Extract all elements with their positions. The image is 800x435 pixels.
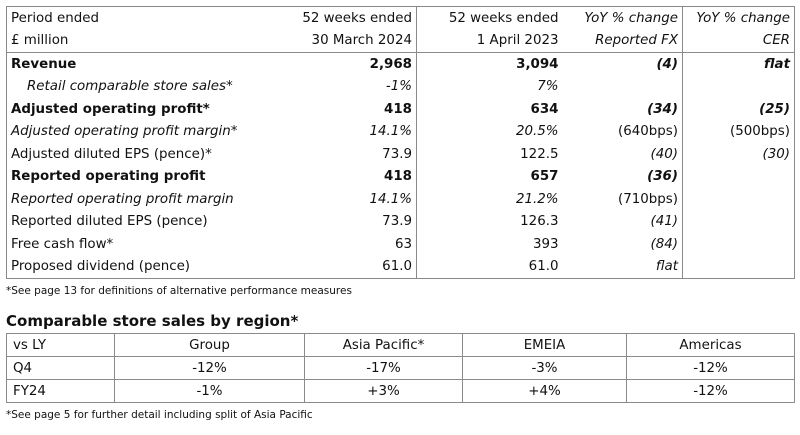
- header-period: Period ended: [6, 6, 269, 30]
- row-retail-comparable: Retail comparable store sales* -1% 7%: [6, 75, 795, 99]
- value-fy24: 2,968: [268, 52, 417, 76]
- value-reported: (640bps): [618, 124, 678, 140]
- value-cer: (25): [682, 98, 795, 121]
- value-fy23: 126.3: [520, 214, 559, 230]
- row-adjusted-op-profit: Adjusted operating profit* 418 634 (34) …: [6, 98, 795, 121]
- value-emeia: +4%: [462, 379, 627, 403]
- value-fy24: 63: [268, 233, 417, 256]
- value-reported: [563, 76, 683, 99]
- region-row-q4: Q4 -12% -17% -3% -12%: [6, 356, 795, 380]
- value-fy23: 21.2%: [515, 191, 559, 207]
- value-reported: (84): [650, 236, 679, 252]
- value-asia-pacific: -17%: [304, 356, 463, 380]
- value-cer: [682, 75, 795, 98]
- value-group: -12%: [114, 356, 305, 380]
- row-revenue: Revenue 2,968 3,094 (4) flat: [6, 52, 795, 76]
- performance-table: Period ended 52 weeks ended 52 weeks end…: [6, 6, 795, 279]
- value-fy24: 14.1%: [268, 188, 417, 211]
- row-reported-op-margin: Reported operating profit margin 14.1% 2…: [6, 188, 795, 211]
- value-reported: (4): [656, 56, 678, 72]
- region-header-row: vs LY Group Asia Pacific* EMEIA Americas: [6, 333, 795, 357]
- header-reported-fx: Reported FX: [562, 29, 683, 53]
- row-label: Q4: [6, 356, 115, 380]
- value-reported: (34): [647, 101, 678, 117]
- value-fy24: 14.1%: [268, 120, 417, 143]
- value-asia-pacific: +3%: [304, 379, 463, 403]
- header-row-2: £ million 30 March 2024 1 April 2023 Rep…: [6, 29, 795, 53]
- value-fy24: -1%: [268, 75, 417, 98]
- row-adjusted-op-margin: Adjusted operating profit margin* 14.1% …: [6, 120, 795, 143]
- value-fy23: 20.5%: [515, 124, 559, 140]
- row-label: FY24: [6, 379, 115, 403]
- region-row-fy24: FY24 -1% +3% +4% -12%: [6, 379, 795, 403]
- value-cer: [682, 165, 795, 188]
- value-reported: (36): [647, 169, 678, 185]
- header-fy23: 52 weeks ended: [416, 6, 563, 30]
- header-asia-pacific: Asia Pacific*: [304, 333, 463, 357]
- value-emeia: -3%: [462, 356, 627, 380]
- row-label: Reported operating profit margin: [6, 188, 269, 211]
- report-extract: Period ended 52 weeks ended 52 weeks end…: [6, 6, 795, 423]
- row-label: Reported operating profit: [6, 165, 269, 188]
- value-fy23: 393: [532, 236, 559, 252]
- value-fy24: 418: [268, 165, 417, 188]
- apm-footnote: *See page 13 for definitions of alternat…: [6, 285, 352, 297]
- row-reported-eps: Reported diluted EPS (pence) 73.9 126.3 …: [6, 210, 795, 233]
- value-fy23: 657: [530, 169, 559, 185]
- value-reported: flat: [562, 255, 683, 279]
- row-label: Reported diluted EPS (pence): [6, 210, 269, 233]
- value-cer: [682, 233, 795, 256]
- header-vs-ly: vs LY: [6, 333, 115, 357]
- value-fy24: 73.9: [268, 210, 417, 233]
- row-label: Proposed dividend (pence): [6, 255, 269, 279]
- value-fy24: 418: [268, 98, 417, 121]
- header-cer-label: CER: [682, 29, 795, 53]
- value-reported: (41): [650, 214, 679, 230]
- row-label: Adjusted operating profit*: [6, 98, 269, 121]
- value-cer: (500bps): [682, 120, 795, 143]
- header-unit: £ million: [6, 29, 269, 53]
- value-reported: (710bps): [618, 191, 678, 207]
- row-label: Adjusted operating profit margin*: [6, 120, 269, 143]
- value-fy23: 3,094: [516, 56, 559, 72]
- row-adjusted-eps: Adjusted diluted EPS (pence)* 73.9 122.5…: [6, 143, 795, 166]
- header-cer: YoY % change: [682, 6, 795, 30]
- value-fy23: 61.0: [416, 255, 563, 279]
- header-americas: Americas: [626, 333, 795, 357]
- value-fy23: 7%: [537, 79, 559, 95]
- value-fy23: 122.5: [520, 146, 559, 162]
- header-fy24-date: 30 March 2024: [268, 29, 417, 53]
- value-cer: [682, 255, 795, 279]
- value-group: -1%: [114, 379, 305, 403]
- value-reported: (40): [650, 146, 679, 162]
- header-row-1: Period ended 52 weeks ended 52 weeks end…: [6, 6, 795, 30]
- header-emeia: EMEIA: [462, 333, 627, 357]
- row-reported-op-profit: Reported operating profit 418 657 (36): [6, 165, 795, 188]
- value-fy24: 73.9: [268, 143, 417, 166]
- header-fy24: 52 weeks ended: [268, 6, 417, 30]
- row-free-cash-flow: Free cash flow* 63 393 (84): [6, 233, 795, 256]
- header-fy23-date: 1 April 2023: [416, 29, 563, 53]
- header-group: Group: [114, 333, 305, 357]
- value-cer: [682, 188, 795, 211]
- value-cer: flat: [682, 52, 795, 76]
- value-cer: [682, 210, 795, 233]
- row-label: Retail comparable store sales*: [6, 75, 269, 98]
- row-label: Free cash flow*: [6, 233, 269, 256]
- row-proposed-dividend: Proposed dividend (pence) 61.0 61.0 flat: [6, 255, 795, 279]
- value-cer: (30): [682, 143, 795, 166]
- value-americas: -12%: [626, 379, 795, 403]
- value-americas: -12%: [626, 356, 795, 380]
- value-fy24: 61.0: [268, 255, 417, 279]
- region-table: vs LY Group Asia Pacific* EMEIA Americas…: [6, 333, 795, 403]
- row-label: Adjusted diluted EPS (pence)*: [6, 143, 269, 166]
- row-label: Revenue: [6, 52, 269, 76]
- header-reported: YoY % change: [562, 6, 683, 30]
- region-section-title: Comparable store sales by region*: [6, 312, 299, 330]
- value-fy23: 634: [530, 101, 559, 117]
- region-footnote: *See page 5 for further detail including…: [6, 409, 313, 421]
